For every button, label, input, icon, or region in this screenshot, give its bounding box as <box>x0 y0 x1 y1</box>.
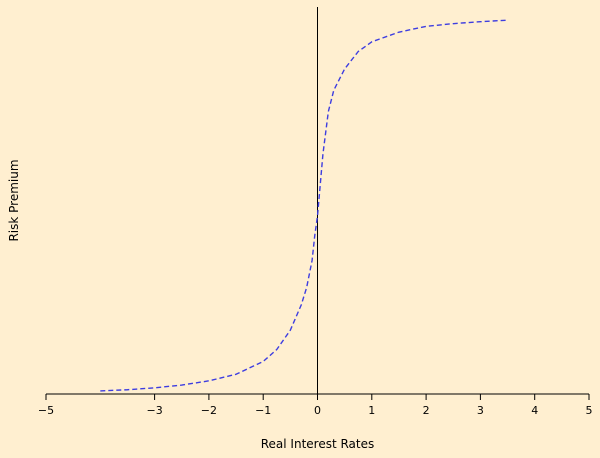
x-tick-label: 3 <box>477 404 484 417</box>
x-tick-label: 4 <box>531 404 538 417</box>
x-tick-label: 0 <box>314 404 321 417</box>
x-tick-label: 1 <box>368 404 375 417</box>
x-tick-label: −5 <box>38 404 54 417</box>
y-axis-title: Risk Premium <box>7 159 21 241</box>
x-ticks: −5 −3 −2 −1 0 1 2 3 4 5 <box>38 394 593 417</box>
x-tick-label: −3 <box>146 404 162 417</box>
x-tick-label: −1 <box>255 404 271 417</box>
x-tick-label: 2 <box>423 404 430 417</box>
x-tick-label: 5 <box>586 404 593 417</box>
x-tick-label: −2 <box>201 404 217 417</box>
x-axis-title: Real Interest Rates <box>261 437 375 451</box>
series-line <box>100 19 508 392</box>
